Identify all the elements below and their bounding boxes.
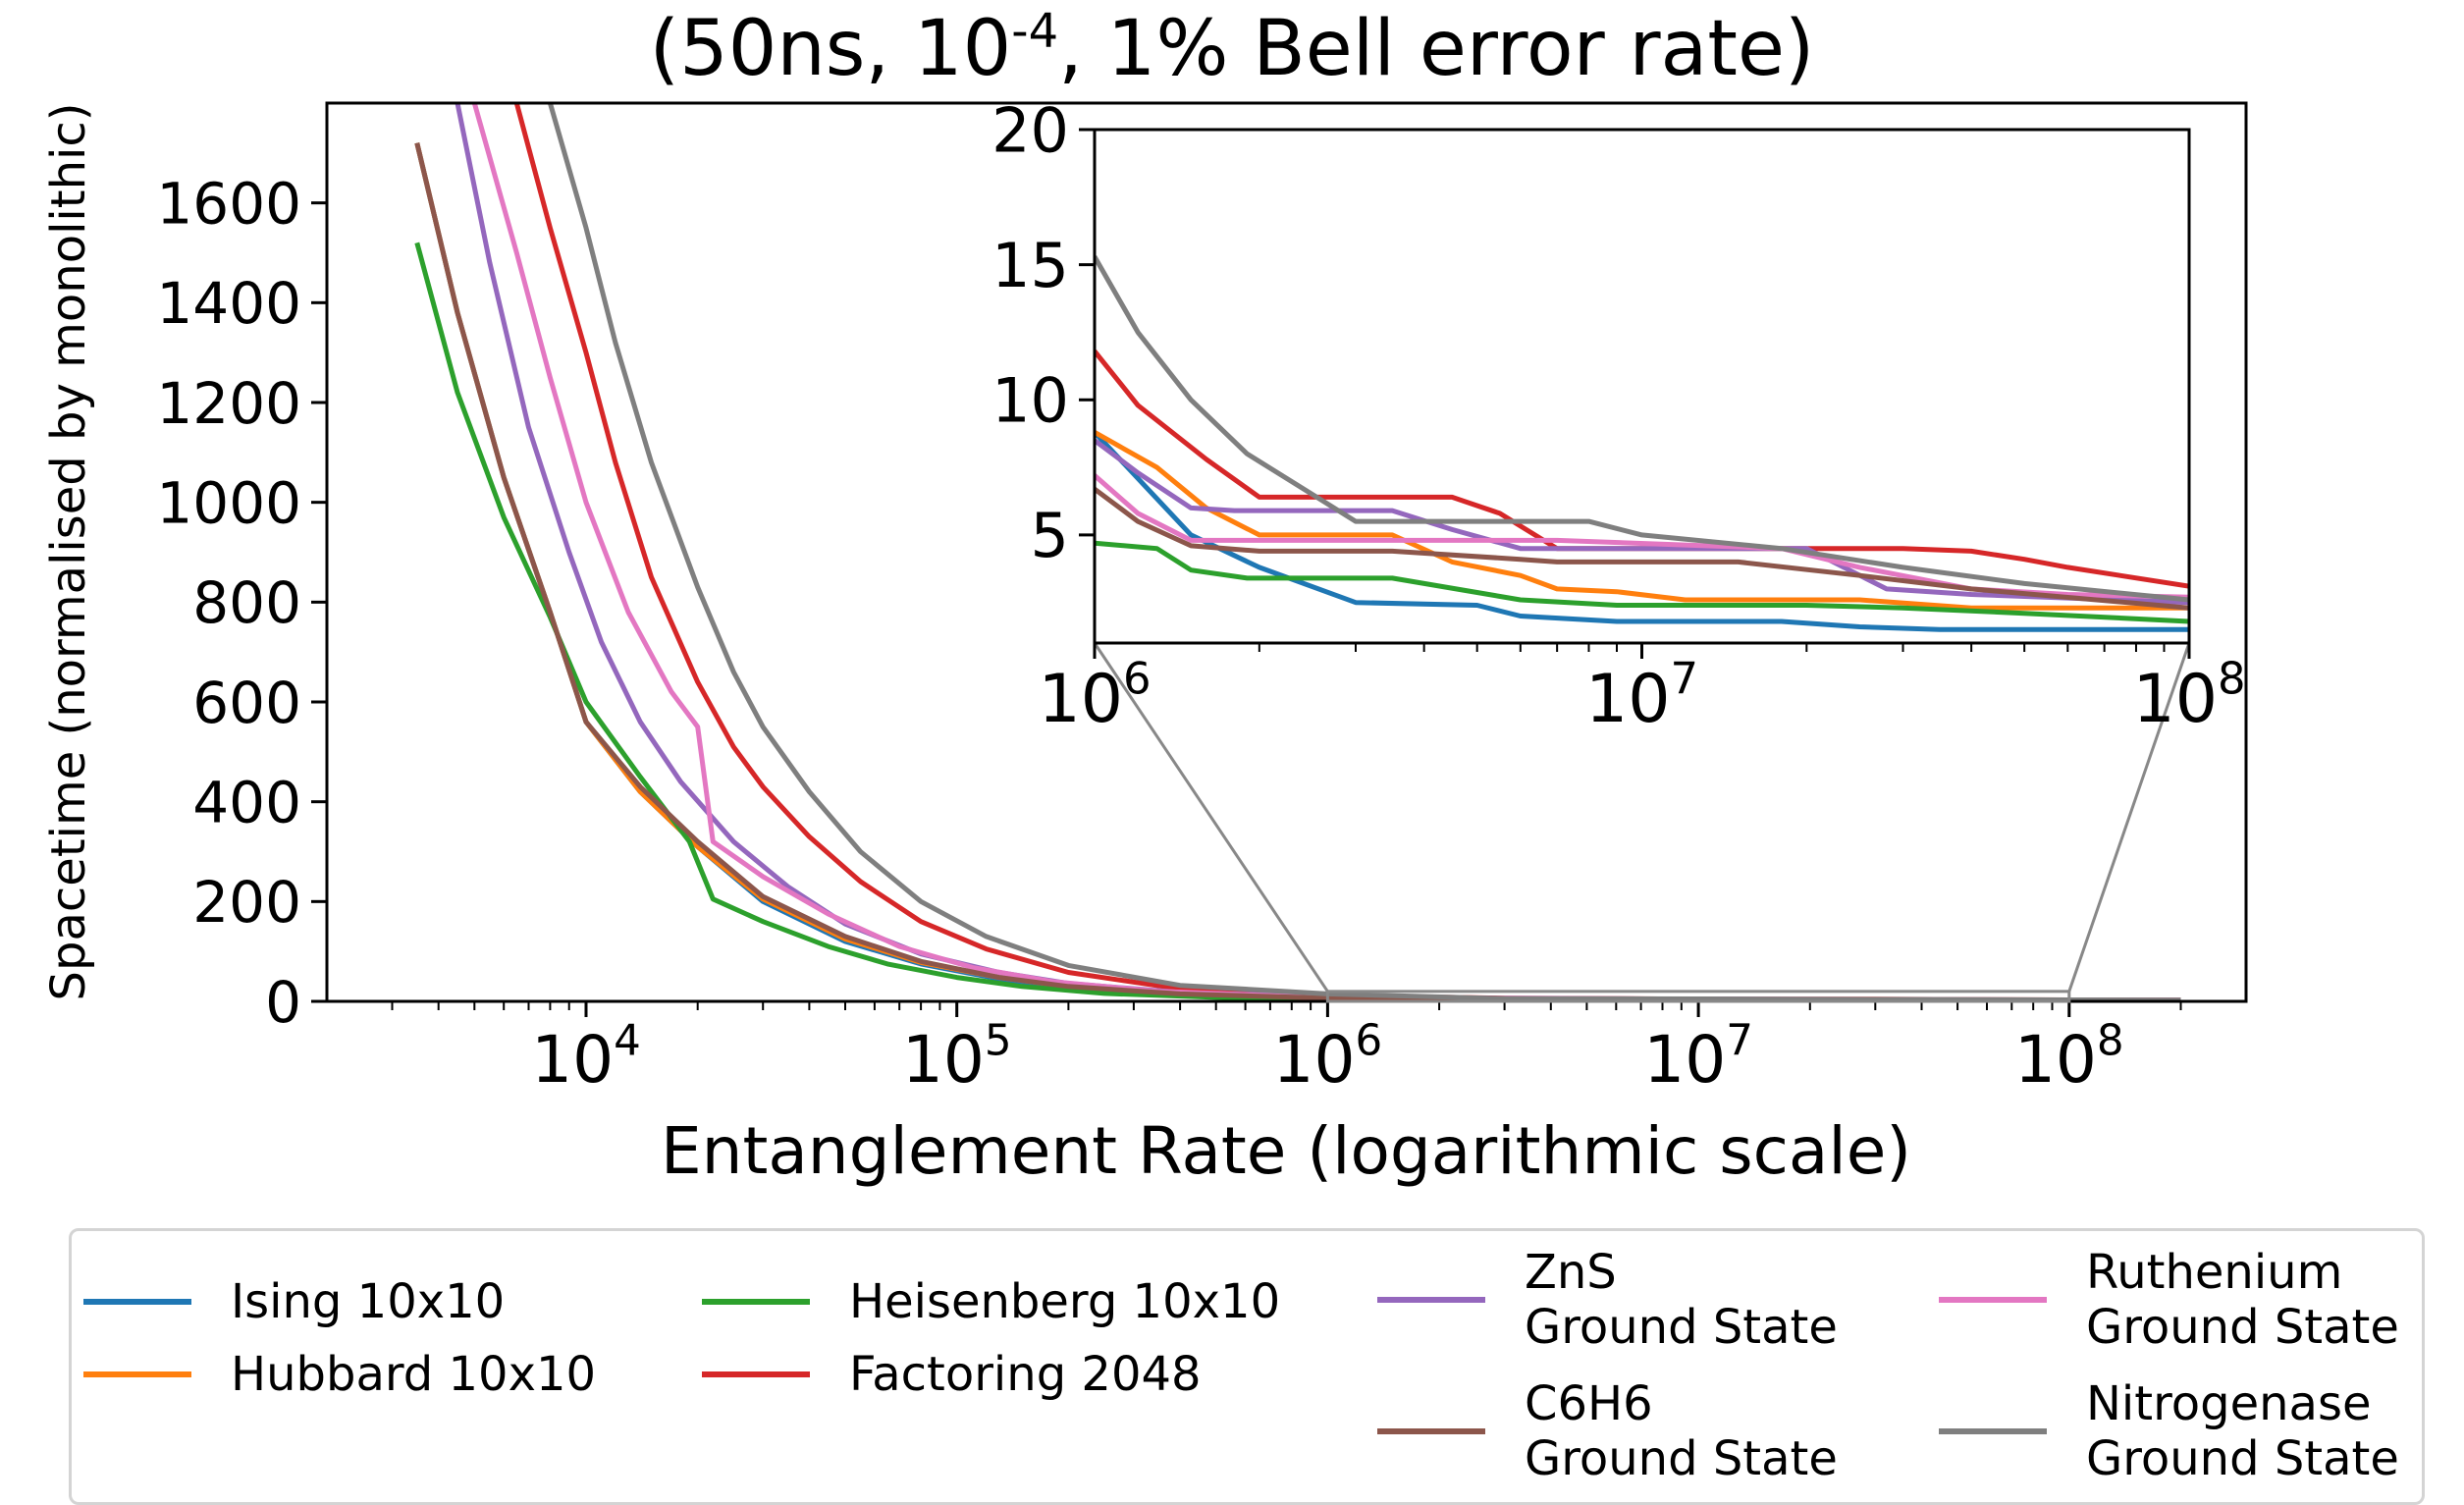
- main-x-tick-label: 104: [531, 1016, 641, 1098]
- main-y-tick-label: 1600: [156, 171, 301, 238]
- legend-swatch: [702, 1371, 810, 1377]
- legend-swatch: [1939, 1428, 2047, 1434]
- inset-series-factoring-2048: [1095, 349, 2189, 589]
- chart-title: (50ns, 10-4, 1% Bell error rate): [0, 4, 2464, 94]
- main-y-tick-label: 200: [192, 869, 301, 936]
- legend-item: Hubbard 10x10: [83, 1347, 596, 1402]
- legend-label: Hubbard 10x10: [231, 1347, 597, 1402]
- legend-label: ZnS Ground State: [1525, 1245, 1838, 1355]
- legend-item: C6H6 Ground State: [1377, 1376, 1838, 1486]
- legend-label: Nitrogenase Ground State: [2086, 1376, 2399, 1486]
- x-axis-label: Entanglement Rate (logarithmic scale): [661, 1113, 1911, 1189]
- inset-axis-ticks: 106 107 108 5 10 15 20: [991, 94, 2245, 738]
- zoom-connector-left: [1093, 642, 1329, 993]
- legend-label: Heisenberg 10x10: [849, 1274, 1281, 1329]
- inset-y-tick-label: 5: [1031, 500, 1069, 571]
- inset-y-tick-label: 10: [991, 365, 1069, 437]
- legend-swatch: [1377, 1297, 1485, 1303]
- title-suffix: , 1% Bell error rate): [1058, 5, 1815, 93]
- title-exponent: -4: [1011, 4, 1059, 59]
- inset-x-tick-label: 108: [2132, 652, 2245, 738]
- inset-y-tick-label: 20: [991, 94, 1069, 166]
- legend-item: Ising 10x10: [83, 1274, 505, 1329]
- main-x-tick-label: 106: [1273, 1016, 1383, 1098]
- zoom-region-box: [1325, 990, 2071, 1003]
- title-prefix: (50ns, 10: [649, 5, 1012, 93]
- legend-swatch: [83, 1299, 191, 1305]
- legend-item: Ruthenium Ground State: [1939, 1245, 2399, 1355]
- main-x-tick-label: 105: [902, 1016, 1012, 1098]
- inset-y-tick-label: 15: [991, 230, 1069, 301]
- legend-item: Nitrogenase Ground State: [1939, 1376, 2399, 1486]
- legend-item: Factoring 2048: [702, 1347, 1202, 1402]
- main-y-tick-label: 400: [192, 770, 301, 836]
- main-y-tick-label: 1400: [156, 270, 301, 337]
- main-y-tick-label: 1200: [156, 370, 301, 437]
- legend-item: Heisenberg 10x10: [702, 1274, 1280, 1329]
- inset-x-tick-label: 106: [1038, 652, 1151, 738]
- y-axis-label: Spacetime (normalised by monolithic): [41, 103, 96, 1001]
- legend-swatch: [1377, 1428, 1485, 1434]
- inset-series-c6h6: [1095, 487, 2189, 611]
- legend: Ising 10x10 Hubbard 10x10 Heisenberg 10x10…: [69, 1228, 2425, 1505]
- main-x-tick-label: 107: [1643, 1016, 1753, 1098]
- inset-series-group: [1095, 255, 2189, 632]
- legend-label: C6H6 Ground State: [1525, 1376, 1838, 1486]
- zoom-connector-right: [2067, 642, 2191, 993]
- legend-swatch: [83, 1371, 191, 1377]
- legend-label: Ising 10x10: [231, 1274, 506, 1329]
- inset-plot-frame: [1093, 128, 2191, 645]
- main-plot-frame: [325, 101, 2248, 1003]
- inset-x-tick-label: 107: [1585, 652, 1698, 738]
- inset-series-ising-10x10: [1095, 430, 2189, 632]
- legend-swatch: [702, 1299, 810, 1305]
- main-x-tick-label: 108: [2014, 1016, 2124, 1098]
- main-series-group: [414, 103, 2181, 1001]
- zoom-indicator: [1093, 642, 2191, 1003]
- main-y-tick-label: 600: [192, 670, 301, 736]
- main-y-tick-label: 800: [192, 569, 301, 636]
- main-axis-ticks: 104 105 106 107 1080200400600800100012001400…: [156, 171, 2182, 1098]
- main-y-tick-label: 0: [265, 969, 301, 1036]
- legend-label: Ruthenium Ground State: [2086, 1245, 2399, 1355]
- inset-series-heisenberg-10x10: [1095, 540, 2189, 624]
- inset-series-nitrogenase: [1095, 255, 2189, 603]
- legend-swatch: [1939, 1297, 2047, 1303]
- main-y-tick-label: 1000: [156, 470, 301, 537]
- legend-label: Factoring 2048: [849, 1347, 1202, 1402]
- main-series-nitrogenase: [547, 103, 2181, 1001]
- legend-item: ZnS Ground State: [1377, 1245, 1838, 1355]
